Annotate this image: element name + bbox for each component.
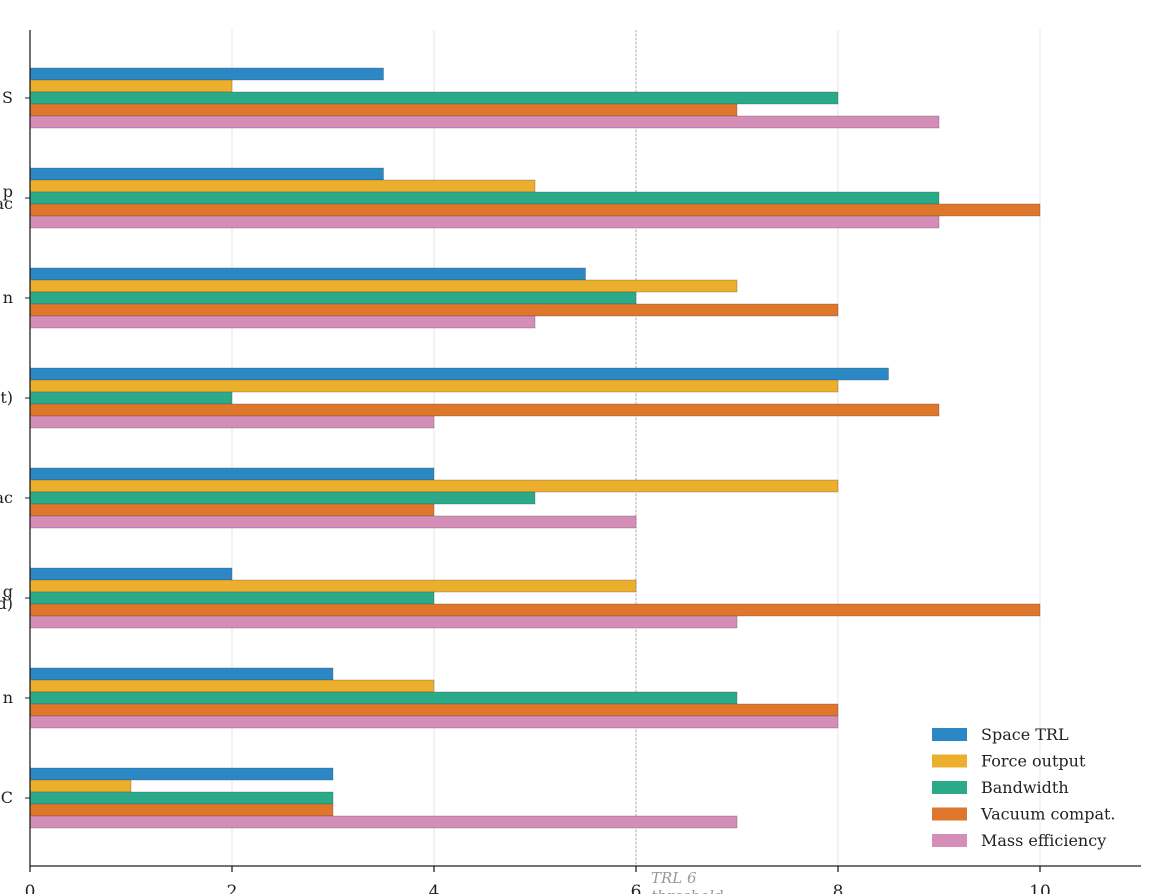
category-label: ac	[0, 488, 13, 507]
bar-5-mass-efficiency	[29, 515, 637, 529]
bar-6-force-output	[29, 579, 637, 593]
legend-label: Mass efficiency	[981, 831, 1106, 850]
bar-2-vacuum-compat	[29, 203, 1041, 217]
legend-label: Force output	[981, 752, 1086, 771]
bar-6-bandwidth	[29, 591, 435, 605]
bar-5-vacuum-compat	[29, 503, 435, 517]
category-label: n	[3, 688, 13, 707]
bar-1-mass-efficiency	[29, 115, 940, 129]
bar-3-mass-efficiency	[29, 315, 536, 329]
legend-label: Space TRL	[981, 725, 1069, 744]
category-label: g d)	[0, 582, 13, 613]
bar-8-bandwidth	[29, 791, 334, 805]
bar-3-space-trl	[29, 267, 586, 281]
x-tick-label: 10	[1029, 882, 1051, 894]
bar-7-vacuum-compat	[29, 703, 839, 717]
bar-5-force-output	[29, 479, 839, 493]
bar-1-force-output	[29, 79, 233, 93]
legend-label: Bandwidth	[981, 778, 1069, 797]
bar-7-space-trl	[29, 667, 334, 681]
legend-swatch	[932, 781, 967, 794]
bar-1-space-trl	[29, 67, 384, 81]
bar-4-space-trl	[29, 367, 889, 381]
bar-8-space-trl	[29, 767, 334, 781]
bar-7-force-output	[29, 679, 435, 693]
bar-8-vacuum-compat	[29, 803, 334, 817]
threshold-annotation: TRL 6threshold	[651, 869, 724, 894]
category-label: C	[1, 788, 13, 807]
bar-8-force-output	[29, 779, 132, 793]
x-tick-label: 0	[25, 882, 36, 894]
bar-6-mass-efficiency	[29, 615, 738, 629]
bar-2-force-output	[29, 179, 536, 193]
bar-4-vacuum-compat	[29, 403, 940, 417]
category-label: pac	[0, 182, 13, 213]
bar-7-bandwidth	[29, 691, 738, 705]
bar-3-bandwidth	[29, 291, 637, 305]
bar-4-mass-efficiency	[29, 415, 435, 429]
bar-1-bandwidth	[29, 91, 839, 105]
bar-2-mass-efficiency	[29, 215, 940, 229]
category-label: t)	[0, 388, 13, 407]
bar-6-vacuum-compat	[29, 603, 1041, 617]
bar-1-vacuum-compat	[29, 103, 738, 117]
bar-4-force-output	[29, 379, 839, 393]
bar-5-space-trl	[29, 467, 435, 481]
x-tick-label: 2	[227, 882, 238, 894]
category-label: S	[2, 88, 13, 107]
legend-swatch	[932, 834, 967, 847]
legend-swatch	[932, 754, 967, 768]
legend-swatch	[932, 728, 967, 741]
category-label: n	[3, 288, 13, 307]
x-tick-label: 4	[429, 882, 440, 894]
bar-5-bandwidth	[29, 491, 536, 505]
legend-swatch	[932, 807, 967, 821]
bar-6-space-trl	[29, 567, 233, 581]
bar-3-vacuum-compat	[29, 303, 839, 317]
bar-2-space-trl	[29, 167, 384, 181]
x-tick-label: 8	[833, 882, 844, 894]
bar-2-bandwidth	[29, 191, 940, 205]
bar-3-force-output	[29, 279, 738, 293]
bar-4-bandwidth	[29, 391, 233, 405]
bar-8-mass-efficiency	[29, 815, 738, 829]
legend-label: Vacuum compat.	[980, 805, 1116, 824]
bar-7-mass-efficiency	[29, 715, 839, 729]
x-tick-label: 6	[631, 882, 642, 894]
